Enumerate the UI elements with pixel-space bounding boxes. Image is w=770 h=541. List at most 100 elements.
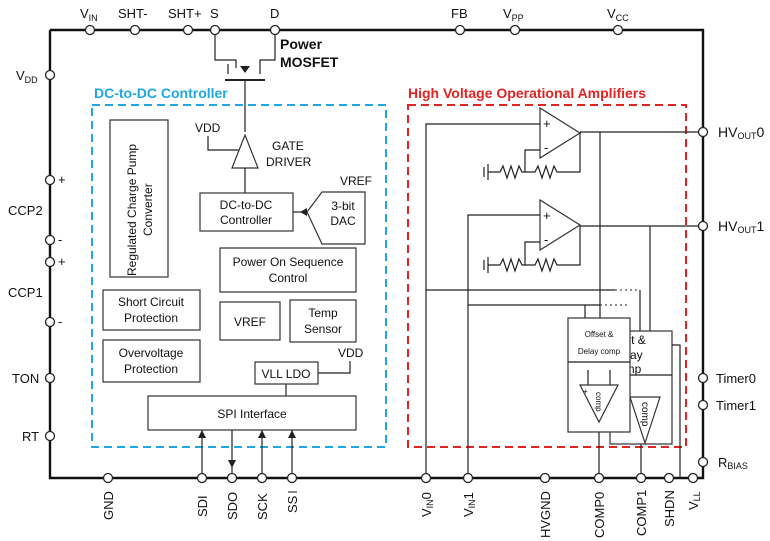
pin-label-vpp: VPP — [503, 6, 524, 23]
pin-label-d: D — [270, 6, 279, 21]
pin-hvgnd[interactable] — [539, 472, 551, 484]
offset0-label-1: Offset & — [585, 330, 614, 339]
hv-amplifiers-section: High Voltage Operational Amplifiers + - … — [407, 85, 699, 478]
pin-vdd[interactable] — [44, 69, 56, 81]
arrow-icon — [300, 208, 307, 216]
dac-label-1: 3-bit — [331, 199, 355, 213]
pin-label-vin: VIN — [80, 6, 98, 23]
pin-label-vcc: VCC — [607, 6, 629, 23]
pin-d[interactable] — [269, 24, 281, 36]
comp0-plus: + — [583, 387, 588, 396]
dac-vref-label: VREF — [340, 174, 372, 188]
comp1-label: comp — [639, 402, 650, 427]
pin-shdn[interactable] — [663, 472, 675, 484]
gate-driver-triangle — [231, 133, 259, 169]
pin-sck[interactable] — [256, 472, 268, 484]
pin-s[interactable] — [209, 24, 221, 36]
pin-sht-plus[interactable] — [182, 24, 194, 36]
pin-vin0[interactable] — [420, 472, 432, 484]
controller-label-2: Controller — [220, 213, 272, 227]
sck-arrow-icon — [258, 430, 266, 438]
pin-ss[interactable] — [286, 472, 298, 484]
pin-label-vin1: VIN1 — [461, 492, 477, 517]
pin-timer1[interactable] — [697, 399, 709, 411]
pin-rt[interactable] — [44, 430, 56, 442]
short-label-2: Protection — [124, 311, 178, 325]
short-circuit-block — [102, 289, 201, 331]
pin-sdo[interactable] — [226, 472, 238, 484]
pin-fb[interactable] — [454, 24, 466, 36]
pin-label-ccp1: CCP1 — [8, 285, 43, 300]
pin-sdi[interactable] — [196, 472, 208, 484]
power-mosfet: Power MOSFET — [214, 34, 339, 132]
pin-rbias[interactable] — [697, 456, 709, 468]
chip-outline — [48, 28, 705, 480]
vll-ldo-label: VLL LDO — [262, 367, 311, 381]
ccp1-minus-sign: - — [58, 314, 62, 329]
gate-driver-label-1: GATE — [272, 139, 304, 153]
feedback-resistors-0 — [488, 132, 581, 180]
power-on-label-1: Power On Sequence — [233, 255, 344, 269]
opamp0-plus: + — [543, 116, 551, 131]
ccp2-plus-sign: + — [58, 172, 66, 187]
pin-ccp2-minus[interactable] — [44, 234, 56, 246]
pin-vcc[interactable] — [612, 24, 624, 36]
hv-title: High Voltage Operational Amplifiers — [408, 85, 646, 101]
overvoltage-block — [102, 339, 201, 383]
ldo-vdd-label: VDD — [338, 346, 364, 360]
pin-label-sdo: SDO — [225, 492, 240, 520]
pin-label-hvout1: HVOUT1 — [718, 218, 764, 235]
pin-label-shdn: SHDN — [662, 490, 677, 527]
pin-ton[interactable] — [44, 372, 56, 384]
temp-label-1: Temp — [308, 306, 338, 320]
ccp2-minus-sign: - — [58, 232, 62, 247]
pin-label-fb: FB — [451, 6, 468, 21]
pin-hvout1[interactable] — [697, 220, 709, 232]
dac-block — [306, 191, 366, 245]
power-on-sequence-block — [219, 247, 357, 293]
charge-pump-label-2: Converter — [141, 183, 155, 236]
dc-dc-title: DC-to-DC Controller — [94, 85, 228, 101]
power-on-label-2: Control — [269, 271, 308, 285]
pin-comp1[interactable] — [635, 472, 647, 484]
charge-pump-block — [109, 119, 169, 278]
gate-driver-vdd-label: VDD — [195, 121, 221, 135]
pin-ccp2-plus[interactable] — [44, 174, 56, 186]
pin-vpp[interactable] — [509, 24, 521, 36]
pin-sht-minus[interactable] — [129, 24, 141, 36]
pin-label-hvout0: HVOUT0 — [718, 124, 764, 141]
opamp0-minus: - — [544, 140, 548, 155]
hv-dashed-box — [407, 104, 687, 448]
short-label-1: Short Circuit — [118, 295, 185, 309]
pin-hvout0[interactable] — [697, 126, 709, 138]
vref-label: VREF — [234, 315, 266, 329]
dac-label-2: DAC — [330, 214, 356, 228]
pin-comp0[interactable] — [593, 472, 605, 484]
sdi-arrow-icon — [198, 430, 206, 438]
pin-label-timer0: Timer0 — [716, 371, 756, 386]
sdo-arrow-icon — [228, 460, 236, 468]
pin-timer0[interactable] — [697, 372, 709, 384]
mosfet-label-2: MOSFET — [280, 54, 339, 70]
pin-vll[interactable] — [687, 472, 699, 484]
pin-ccp1-plus[interactable] — [44, 256, 56, 268]
left-pins: VDD + CCP2 - + CCP1 - TON RT — [8, 68, 66, 444]
mosfet-label-1: Power — [280, 36, 323, 52]
spi-label: SPI Interface — [217, 407, 287, 421]
pin-gnd[interactable] — [102, 472, 114, 484]
top-pins: VIN SHT- SHT+ S D FB VPP VCC — [80, 6, 629, 36]
comparator-0 — [579, 384, 619, 424]
pin-vin1[interactable] — [462, 472, 474, 484]
pin-label-vdd: VDD — [16, 68, 38, 85]
comp0-label: comp — [594, 392, 603, 412]
pin-label-sdi: SDI — [195, 495, 210, 517]
pin-label-ss: SS — [285, 495, 300, 513]
pin-label-vin0: VIN0 — [419, 492, 435, 517]
pin-ccp1-minus[interactable] — [44, 316, 56, 328]
pin-vin[interactable] — [84, 24, 96, 36]
pin-label-comp0: COMP0 — [592, 492, 607, 538]
right-pins: HVOUT0 HVOUT1 Timer0 Timer1 RBIAS — [697, 124, 764, 471]
dc-dc-controller-section: DC-to-DC Controller Regulated Charge Pum… — [91, 85, 387, 474]
ov-label-1: Overvoltage — [119, 346, 184, 360]
